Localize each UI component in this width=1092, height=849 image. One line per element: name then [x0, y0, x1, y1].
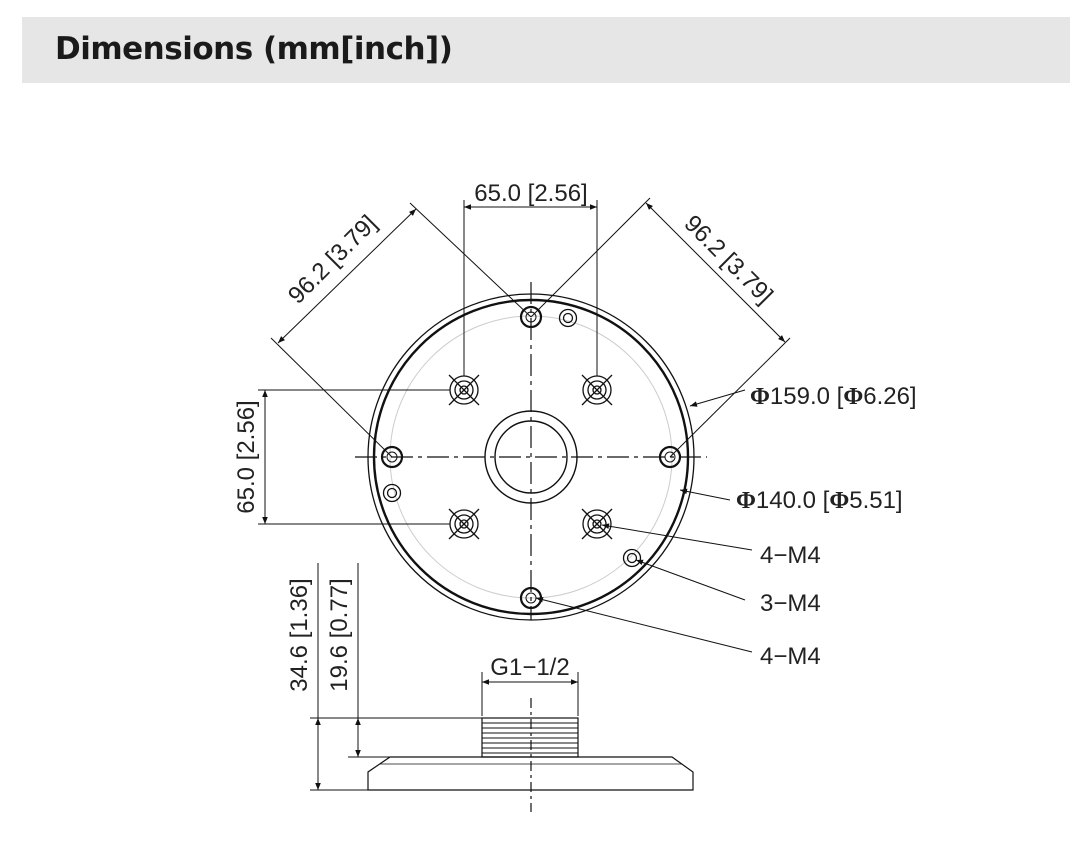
screw-label-cross: 4−M4 [760, 542, 821, 569]
page-title: Dimensions (mm[inch]) [55, 31, 453, 67]
left-height-label: 65.0 [2.56] [233, 400, 260, 513]
diag-right-label: 96.2 [3.79] [679, 210, 778, 309]
diag-left-label: 96.2 [3.79] [283, 210, 382, 309]
thread-height-label: 19.6 [0.77] [326, 578, 353, 691]
section-header: Dimensions (mm[inch]) [22, 17, 1070, 83]
plan-view [355, 282, 707, 621]
screw-label-hole: 4−M4 [760, 643, 821, 670]
screw-label-small: 3−M4 [760, 590, 821, 617]
side-view [310, 563, 694, 812]
total-height-label: 34.6 [1.36] [286, 578, 313, 691]
top-width-label: 65.0 [2.56] [474, 180, 587, 207]
dimension-lines [258, 197, 791, 653]
outer-diameter-label: Φ159.0 [Φ6.26] [750, 383, 917, 410]
inner-diameter-label: Φ140.0 [Φ5.51] [736, 487, 903, 514]
base-plate [367, 756, 694, 791]
thread-label: G1−1/2 [490, 654, 569, 681]
thread-boss [481, 717, 579, 758]
